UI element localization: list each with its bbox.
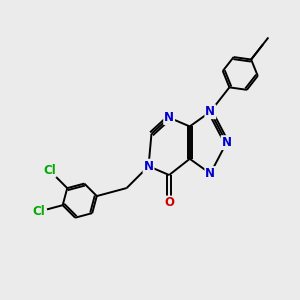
Text: N: N xyxy=(164,111,174,124)
Text: N: N xyxy=(206,105,215,118)
Text: Cl: Cl xyxy=(43,164,56,177)
Text: N: N xyxy=(143,160,154,173)
Text: Cl: Cl xyxy=(32,205,45,218)
Text: N: N xyxy=(206,167,215,180)
Text: N: N xyxy=(222,136,232,149)
Text: O: O xyxy=(164,196,174,209)
